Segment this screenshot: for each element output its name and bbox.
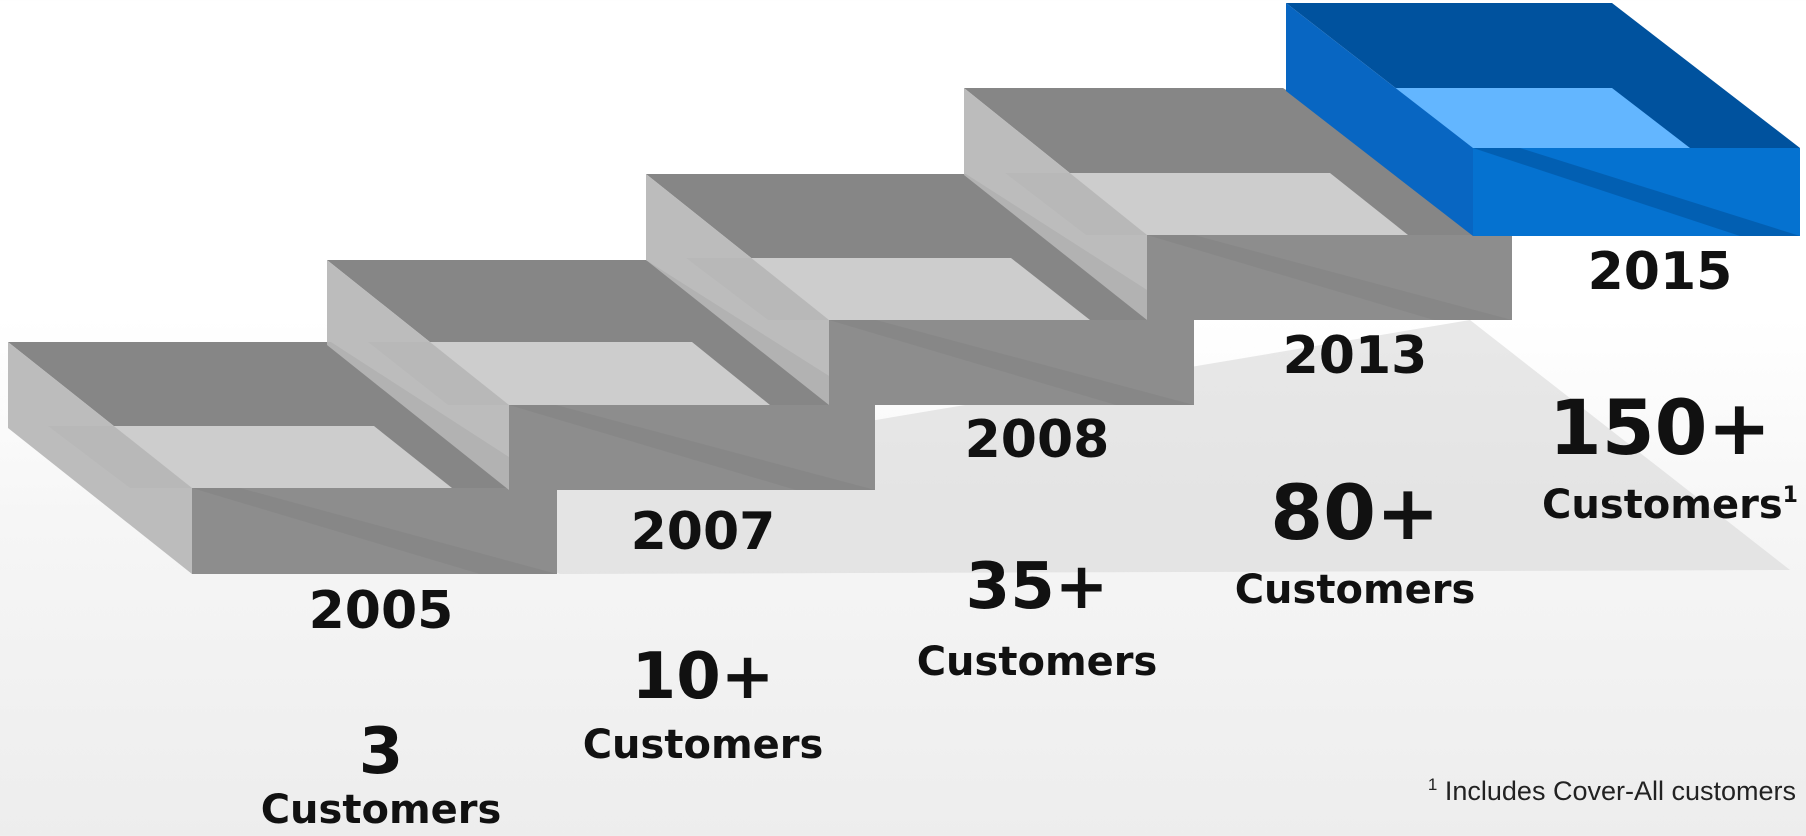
step-2008-block	[646, 174, 1194, 405]
step-2005-top	[8, 342, 557, 488]
step-2013-front	[1147, 235, 1512, 320]
customer-count-2005: 3	[358, 715, 404, 789]
step-2013-top	[964, 88, 1512, 235]
year-label-2007: 2007	[630, 502, 776, 562]
footnote-marker: 1	[1427, 775, 1438, 794]
customer-count-2007: 10+	[631, 640, 775, 714]
customers-label-2015-text: Customers	[1542, 482, 1783, 528]
step-2005-block	[8, 342, 557, 574]
step-2005-side	[8, 342, 192, 574]
step-2015-top	[1286, 3, 1800, 148]
step-2008-edge	[829, 320, 1194, 405]
year-label-2008: 2008	[964, 410, 1110, 470]
customer-count-2015: 150+	[1548, 383, 1772, 472]
footnote: 1 Includes Cover-All customers	[1428, 775, 1796, 807]
step-2013-edge	[1147, 235, 1512, 320]
footnote-marker-2015: 1	[1782, 483, 1798, 508]
step-2007-block	[327, 260, 875, 490]
step-2015-block	[1286, 3, 1800, 236]
customer-count-2008: 35+	[965, 550, 1109, 624]
step-2008-front	[829, 320, 1194, 405]
year-label-2015: 2015	[1587, 242, 1733, 302]
customers-label-2005: Customers	[260, 787, 502, 833]
step-2007-side	[327, 260, 509, 490]
step-2005-edge	[192, 488, 557, 574]
step-2015-edge	[1473, 148, 1800, 236]
step-2008-top	[646, 174, 1194, 320]
step-2013-side	[964, 88, 1147, 320]
step-2015-front	[1473, 148, 1800, 236]
step-2008-side	[646, 174, 829, 405]
customer-count-2013: 80+	[1270, 468, 1440, 557]
customers-label-2013: Customers	[1234, 567, 1476, 613]
floor-shadow	[400, 320, 1790, 574]
step-2005-front	[192, 488, 557, 574]
footnote-text: Includes Cover-All customers	[1437, 776, 1796, 806]
step-2007-front	[509, 405, 875, 490]
step-2007-edge	[509, 405, 875, 490]
step-2015-side	[1286, 3, 1473, 236]
customers-label-2008: Customers	[916, 639, 1158, 685]
year-label-2013: 2013	[1282, 326, 1428, 386]
customers-label-2015: Customers1	[1500, 482, 1806, 528]
year-label-2005: 2005	[308, 581, 454, 641]
customers-label-2007: Customers	[582, 722, 824, 768]
step-2013-block	[964, 88, 1512, 320]
